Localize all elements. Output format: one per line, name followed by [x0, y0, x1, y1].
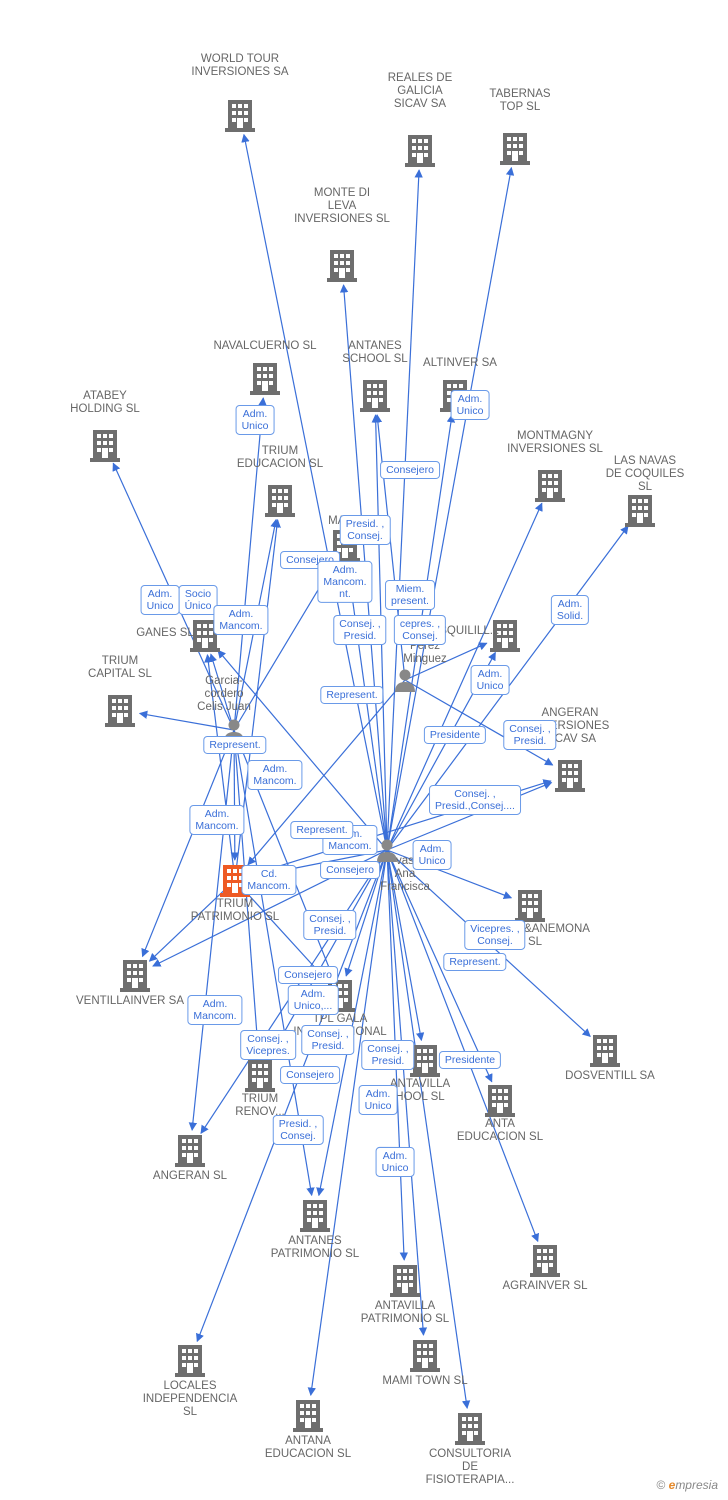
building-icon[interactable] — [410, 1338, 440, 1372]
building-icon[interactable] — [590, 1033, 620, 1067]
graph-edge — [346, 850, 387, 976]
building-icon[interactable] — [500, 131, 530, 165]
person-icon[interactable] — [223, 718, 245, 742]
graph-edge — [192, 730, 234, 1130]
building-icon[interactable] — [515, 888, 545, 922]
graph-edge — [387, 850, 421, 1040]
graph-edge — [387, 168, 511, 850]
building-icon[interactable] — [325, 978, 355, 1012]
graph-edge — [234, 730, 312, 1195]
building-icon[interactable] — [327, 248, 357, 282]
building-icon[interactable] — [105, 693, 135, 727]
building-icon[interactable] — [293, 1398, 323, 1432]
building-icon[interactable] — [485, 1083, 515, 1117]
graph-edge — [218, 650, 387, 850]
building-icon[interactable] — [175, 1133, 205, 1167]
building-icon[interactable] — [360, 378, 390, 412]
building-icon[interactable] — [265, 483, 295, 517]
building-icon[interactable] — [175, 1343, 205, 1377]
building-icon[interactable] — [535, 468, 565, 502]
building-icon[interactable] — [90, 428, 120, 462]
building-icon[interactable] — [390, 1263, 420, 1297]
graph-edge — [311, 850, 387, 1395]
credit-footer: © empresia — [656, 1478, 718, 1492]
graph-edge — [140, 713, 234, 730]
graph-edge — [344, 285, 387, 850]
building-icon[interactable] — [530, 1243, 560, 1277]
building-icon[interactable] — [440, 378, 470, 412]
graph-edge — [405, 680, 553, 765]
building-icon[interactable] — [245, 1058, 275, 1092]
graph-edge — [387, 850, 590, 1036]
building-icon[interactable] — [405, 133, 435, 167]
graph-edge — [255, 850, 387, 876]
graph-edge — [113, 463, 234, 730]
building-icon[interactable] — [190, 618, 220, 652]
building-icon[interactable] — [555, 758, 585, 792]
building-icon[interactable] — [300, 1198, 330, 1232]
brand-rest: mpresia — [675, 1478, 718, 1492]
graph-edge — [235, 520, 278, 880]
person-icon[interactable] — [394, 668, 416, 692]
person-icon[interactable] — [376, 838, 398, 862]
graph-edge — [234, 562, 335, 730]
graph-edge — [387, 526, 628, 850]
graph-edge — [234, 520, 276, 730]
building-icon[interactable] — [250, 361, 280, 395]
building-icon[interactable] — [625, 493, 655, 527]
graph-edge — [387, 170, 419, 850]
building-icon[interactable] — [220, 863, 250, 897]
graph-edge — [270, 850, 387, 1058]
building-icon[interactable] — [490, 618, 520, 652]
graph-edge — [234, 730, 235, 860]
building-icon[interactable] — [455, 1411, 485, 1445]
copyright-symbol: © — [656, 1478, 665, 1492]
building-icon[interactable] — [330, 528, 360, 562]
building-icon[interactable] — [120, 958, 150, 992]
building-icon[interactable] — [225, 98, 255, 132]
graph-edge — [376, 415, 387, 850]
building-icon[interactable] — [410, 1043, 440, 1077]
